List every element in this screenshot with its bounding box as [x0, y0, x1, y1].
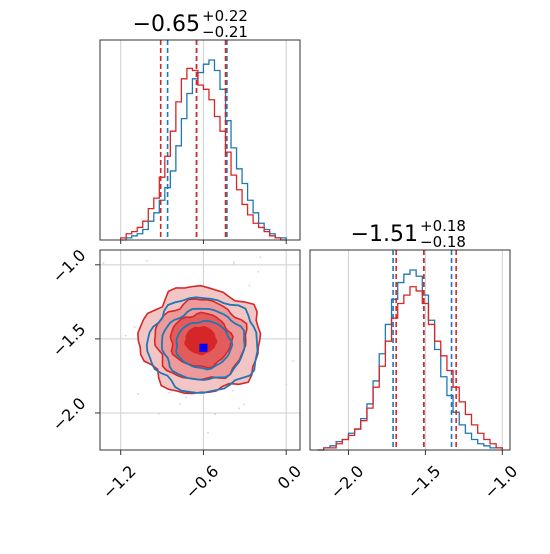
- joint-sample-point: [168, 391, 171, 394]
- joint-y-tick-label: −2.0: [49, 394, 90, 435]
- joint-contours: [93, 189, 403, 434]
- marginal-y-title-value: −1.51: [351, 222, 418, 247]
- joint-sample-point: [285, 383, 288, 386]
- joint-sample-point: [257, 270, 260, 273]
- joint-x-tick-label: 0.0: [274, 462, 305, 493]
- joint-sample-point: [231, 389, 234, 392]
- joint-sample-point: [145, 259, 148, 262]
- joint-sample-point: [401, 322, 403, 324]
- marginal-y-frame: [309, 249, 511, 451]
- joint-sample-point: [242, 403, 245, 406]
- marginal-x-series-1: [120, 67, 287, 241]
- marginal-x-title-minus: −0.21: [202, 23, 248, 41]
- joint-y-tick-label: −1.5: [49, 320, 90, 361]
- joint-center-marker: [199, 343, 208, 352]
- joint-sample-point: [259, 256, 262, 259]
- marginal-y-title-plus: +0.18: [420, 217, 466, 235]
- marginal-x-series-0: [120, 59, 287, 241]
- marginal-y-tick-label: −1.0: [480, 462, 521, 503]
- joint-sample-point: [157, 412, 160, 415]
- joint-sample-point: [243, 237, 245, 239]
- joint-center-marker: [196, 336, 205, 345]
- marginal-y-series-0: [317, 269, 503, 451]
- joint-sample-point: [185, 396, 188, 399]
- blue-contour-level: [160, 307, 246, 381]
- blue-contour-level: [175, 319, 234, 371]
- marginal-x-title-value: −0.65: [133, 12, 200, 37]
- joint-sample-point: [207, 431, 209, 434]
- joint-sample-point: [102, 262, 105, 264]
- joint-sample-point: [137, 393, 140, 395]
- joint-sample-point: [173, 189, 175, 191]
- joint-sample-point: [292, 360, 295, 363]
- marginal-y-title-minus: −0.18: [420, 233, 466, 251]
- joint-sample-point: [317, 334, 319, 336]
- joint-sample-point: [124, 334, 127, 337]
- marginal-y-series-1: [317, 286, 503, 451]
- joint-sample-point: [133, 326, 136, 329]
- joint-x-tick-label: −0.6: [182, 462, 223, 503]
- marginal-x-frame: [99, 39, 301, 241]
- joint-sample-point: [233, 260, 235, 263]
- joint-sample-point: [238, 407, 241, 410]
- marginal-y-tick-label: −1.5: [403, 462, 444, 503]
- marginal-y-panel: −2.0 −1.5 −1.0: [309, 249, 521, 503]
- joint-y-tick-label: −1.0: [49, 246, 90, 287]
- joint-sample-point: [179, 403, 181, 406]
- joint-sample-point: [214, 413, 216, 416]
- joint-x-tick-label: −1.2: [99, 462, 140, 503]
- joint-sample-point: [248, 284, 251, 287]
- marginal-x-panel: [99, 39, 301, 244]
- joint-sample-point: [93, 207, 95, 209]
- joint-frame: [99, 249, 301, 451]
- marginal-y-tick-label: −2.0: [327, 462, 368, 503]
- blue-contour-level: [145, 296, 259, 394]
- marginal-x-title-plus: +0.22: [202, 7, 248, 25]
- joint-sample-point: [233, 263, 235, 265]
